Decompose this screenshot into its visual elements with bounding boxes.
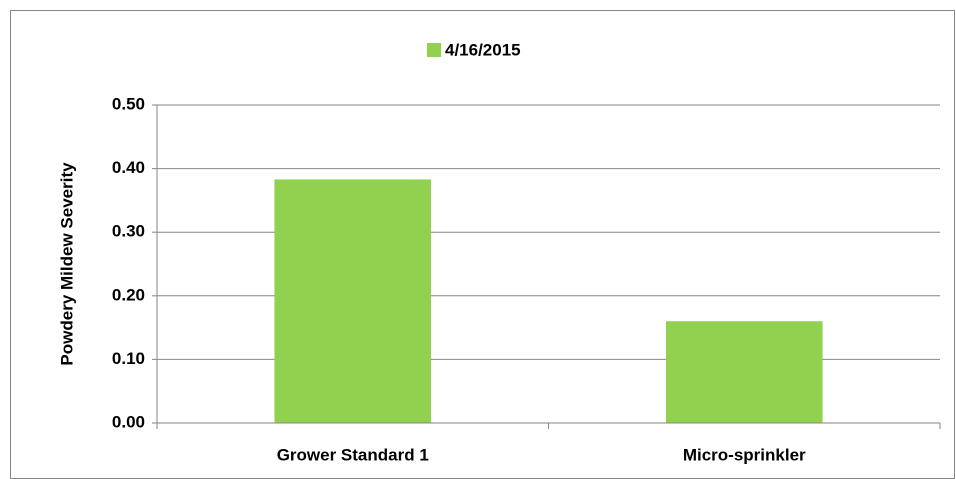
x-tick-label: Micro-sprinkler [683, 445, 806, 464]
bar [665, 321, 823, 423]
y-tick-label: 0.20 [112, 285, 145, 304]
y-tick-label: 0.10 [112, 349, 145, 368]
x-tick-label: Grower Standard 1 [277, 445, 429, 464]
legend-swatch [427, 43, 441, 57]
y-tick-label: 0.30 [112, 222, 145, 241]
y-tick-label: 0.40 [112, 158, 145, 177]
y-tick-label: 0.00 [112, 412, 145, 431]
legend-label: 4/16/2015 [445, 40, 521, 59]
y-axis-label: Powdery Mildew Severity [57, 162, 76, 366]
y-tick-label: 0.50 [112, 94, 145, 113]
bar [274, 179, 432, 423]
